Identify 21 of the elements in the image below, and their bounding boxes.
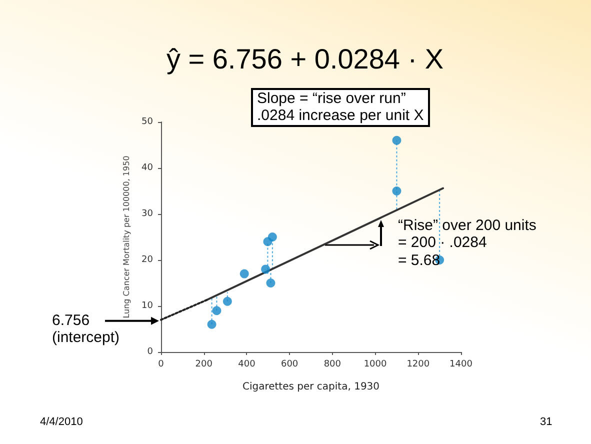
text: 31: [540, 416, 552, 429]
x-tick-label: 800: [324, 360, 342, 370]
y-tick-label: 10: [142, 301, 154, 311]
y-tick-label: 50: [142, 117, 154, 127]
x-axis-title: Cigarettes per capita, 1930: [242, 382, 380, 392]
y-tick-label: 20: [142, 255, 154, 265]
x-tick-label: 600: [280, 360, 298, 370]
x-tick-label: 1000: [364, 360, 388, 370]
x-tick-label: 400: [238, 360, 256, 370]
x-tick-label: 1200: [406, 360, 430, 370]
y-tick-label: 30: [142, 209, 154, 219]
x-tick-label: 1400: [450, 360, 473, 370]
y-tick-label: 0: [147, 347, 154, 357]
annotation: 6.756 (intercept): [52, 312, 120, 346]
annotation: Slope = “rise over run” .0284 increase per unit X: [251, 88, 430, 126]
chart-title: ŷ = 6.756 + 0.0284 · X: [166, 44, 444, 74]
y-tick-label: 40: [142, 163, 154, 173]
x-tick-label: 200: [195, 360, 213, 370]
text: 4/4/2010: [40, 416, 83, 429]
x-tick-label: 0: [158, 360, 164, 370]
y-axis-title: Lung Cancer Mortality per 100000, 1950: [122, 156, 132, 318]
